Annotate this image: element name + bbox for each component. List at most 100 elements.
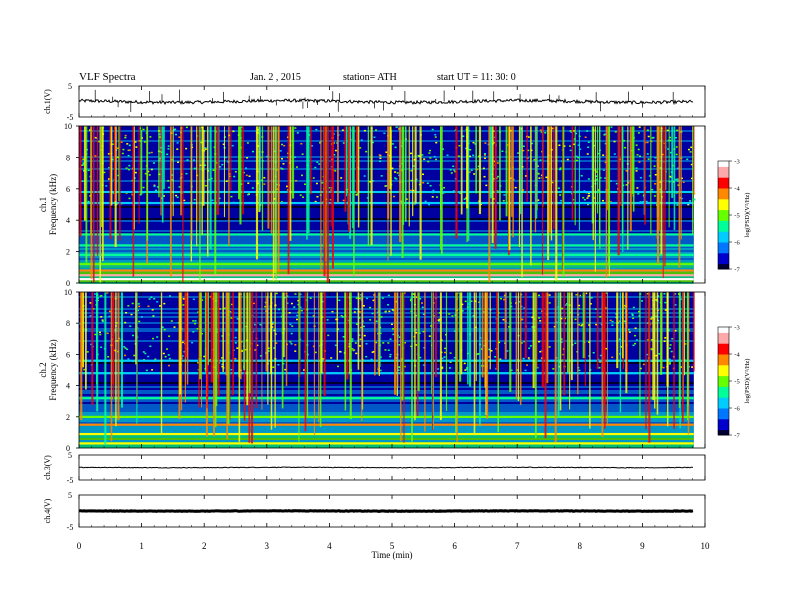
colorbar-cell — [718, 197, 729, 200]
sferic-streak — [136, 292, 138, 424]
sferic-streak — [291, 126, 295, 199]
sferic-streak — [272, 126, 274, 281]
sferic-streak — [629, 126, 632, 232]
sferic-streak — [246, 292, 249, 406]
colorbar-cell — [718, 263, 729, 266]
spectrum-speckle — [256, 344, 259, 347]
colorbar-cell — [718, 234, 729, 238]
spectrum-row — [79, 374, 694, 376]
colorbar-cell — [718, 388, 729, 391]
spectrum-speckle — [175, 133, 178, 136]
spectrum-row — [79, 364, 694, 366]
sferic-streak — [460, 126, 463, 215]
spectrum-speckle — [259, 323, 262, 326]
spectrum-row — [79, 164, 694, 166]
colorbar-cell — [718, 267, 729, 270]
waveform-trace — [78, 509, 694, 513]
colorbar-cell — [718, 225, 729, 229]
colorbar-tick-label: -7 — [734, 267, 740, 274]
spectrum-speckle — [639, 155, 642, 158]
sferic-streak — [216, 126, 219, 216]
spectrum-speckle — [628, 331, 631, 333]
spectrum-speckle — [650, 348, 653, 350]
sferic-streak — [209, 126, 212, 250]
colorbar-cell — [718, 368, 729, 371]
spectrum-speckle — [290, 332, 293, 335]
spectrum-speckle — [539, 159, 542, 161]
sferic-streak — [526, 126, 528, 202]
sferic-streak — [678, 292, 681, 408]
spectrum-speckle — [666, 129, 669, 132]
x-tick-label: 0 — [77, 541, 82, 551]
spectrum-speckle — [290, 343, 293, 345]
spectrum-speckle — [646, 129, 649, 131]
colorbar-tick-label: -3 — [734, 159, 739, 166]
colorbar-cell — [718, 168, 729, 171]
sferic-streak — [475, 292, 477, 381]
spectrum-speckle — [518, 301, 521, 303]
sferic-streak — [357, 126, 360, 228]
spectrum-speckle — [415, 332, 418, 334]
colorbar-cell — [718, 198, 729, 202]
spectrum-speckle — [385, 151, 388, 153]
y-tick-label: 5 — [68, 491, 72, 500]
spectrum-speckle — [674, 293, 677, 295]
spectrum-speckle — [120, 141, 123, 143]
sferic-streak — [602, 292, 604, 373]
sferic-streak — [238, 292, 241, 442]
spectrum-speckle — [272, 366, 275, 368]
colorbar-cell — [718, 346, 729, 350]
sferic-streak — [401, 126, 404, 259]
spectrum-row — [79, 338, 694, 340]
colorbar-cell — [718, 386, 729, 389]
spectrum-speckle — [147, 355, 150, 358]
spectrum-speckle — [521, 318, 524, 321]
spectrum-speckle — [371, 141, 374, 144]
spectrum-speckle — [355, 194, 358, 196]
spectrum-speckle — [397, 369, 400, 371]
spectrum-speckle — [676, 129, 679, 132]
spectrum-speckle — [230, 195, 233, 198]
sferic-streak — [223, 126, 226, 218]
spectrum-speckle — [127, 154, 130, 157]
spectrum-speckle — [101, 319, 104, 321]
colorbar-cell — [718, 193, 729, 196]
sferic-streak — [140, 126, 143, 195]
spectrum-row — [79, 246, 694, 248]
sferic-streak — [110, 126, 113, 206]
spectrum-speckle — [502, 318, 505, 321]
spectrum-speckle — [623, 304, 626, 307]
spectrum-speckle — [369, 181, 372, 183]
spectrum-speckle — [469, 149, 472, 151]
spectrum-speckle — [81, 164, 84, 167]
spectrum-speckle — [362, 305, 365, 307]
spectrum-speckle — [124, 136, 127, 139]
spectrum-speckle — [148, 152, 151, 154]
spectrum-row — [79, 308, 694, 310]
x-tick-label: 10 — [701, 541, 711, 551]
spectrum-speckle — [372, 350, 375, 353]
spectrum-speckle — [272, 321, 275, 324]
spectrum-speckle — [223, 307, 226, 310]
colorbar-label: log(PSD)(V²/Hz) — [744, 359, 751, 404]
spectrum-speckle — [562, 353, 565, 356]
spectrum-speckle — [527, 149, 530, 152]
sferic-streak — [404, 126, 407, 222]
sferic-streak — [91, 292, 94, 406]
spectrum-speckle — [422, 173, 425, 176]
spectrum-speckle — [300, 174, 303, 177]
x-tick-label: 1 — [139, 541, 144, 551]
spectrum-speckle — [309, 297, 312, 299]
colorbar-cell — [718, 332, 729, 335]
spectrum-speckle — [560, 317, 563, 320]
spectrum-speckle — [590, 297, 593, 299]
spectrum-speckle — [468, 155, 471, 158]
y-tick-label: -5 — [67, 476, 74, 485]
spectrum-speckle — [506, 144, 509, 146]
spectrum-speckle — [403, 341, 406, 344]
spectrum-row — [79, 342, 694, 344]
spectrum-speckle — [125, 167, 128, 169]
spectrum-speckle — [194, 320, 197, 322]
spectrum-speckle — [192, 298, 195, 301]
spectrum-speckle — [341, 129, 344, 131]
